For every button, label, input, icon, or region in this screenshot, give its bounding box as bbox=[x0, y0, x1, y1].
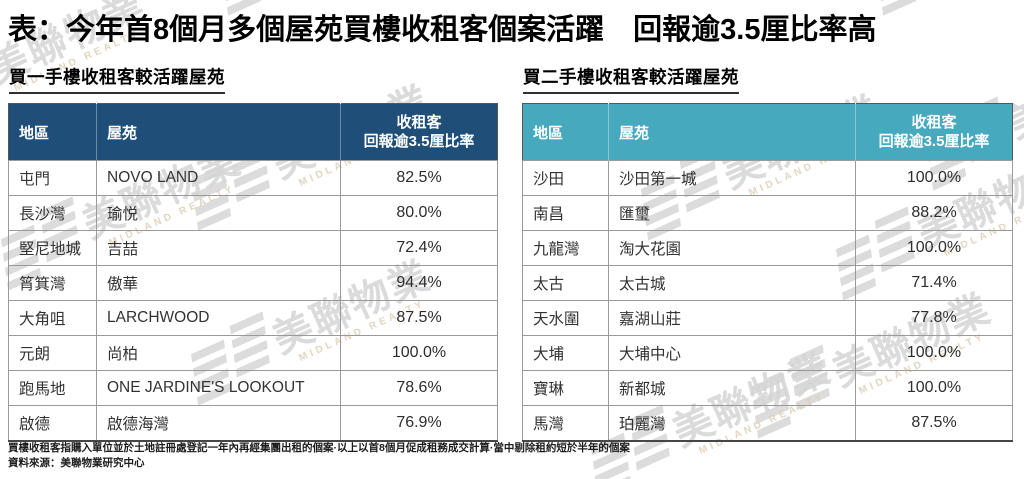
ratio-cell: 87.5% bbox=[340, 300, 498, 336]
district-cell: 馬灣 bbox=[522, 405, 609, 442]
district-cell: 元朗 bbox=[8, 335, 97, 371]
section-title-first-hand: 買一手樓收租客較活躍屋苑 bbox=[9, 64, 225, 94]
table-row: 跑馬地 ONE JARDINE'S LOOKOUT 78.6% bbox=[8, 370, 498, 406]
second-hand-section: 買二手樓收租客較活躍屋苑 地區 屋苑 收租客 回報逾3.5厘比率 bbox=[522, 64, 1013, 442]
page-title: 表：今年首8個月多個屋苑買樓收租客個案活躍 回報逾3.5厘比率高 bbox=[8, 14, 877, 46]
second-hand-table: 地區 屋苑 收租客 回報逾3.5厘比率 沙田 沙田第一城 1 bbox=[522, 103, 1013, 442]
table-row: 天水圍 嘉湖山莊 77.8% bbox=[522, 300, 1013, 336]
table-row: 筲箕灣 傲華 94.4% bbox=[8, 265, 498, 301]
footnote-line2: 資料來源：美聯物業研究中心 bbox=[8, 457, 145, 470]
ratio-cell: 71.4% bbox=[855, 265, 1013, 301]
ratio-cell: 77.8% bbox=[855, 300, 1013, 336]
footnote-line1: 買樓收租客指購入單位並於土地註冊處登記一年內再經集團出租的個案·以上以首8個月促… bbox=[8, 442, 630, 454]
table-row: 啟德 啟德海灣 76.9% bbox=[8, 405, 498, 442]
table-header-row: 地區 屋苑 收租客 回報逾3.5厘比率 bbox=[8, 103, 498, 161]
ratio-cell: 100.0% bbox=[340, 335, 498, 371]
section-title-second-hand: 買二手樓收租客較活躍屋苑 bbox=[523, 64, 739, 94]
col-header-estate: 屋苑 bbox=[96, 103, 341, 161]
estate-cell: 沙田第一城 bbox=[608, 160, 856, 196]
ratio-cell: 94.4% bbox=[340, 265, 498, 301]
estate-cell: 珀麗灣 bbox=[608, 405, 856, 442]
estate-cell: 尚柏 bbox=[96, 335, 341, 371]
first-hand-table-body: 屯門 NOVO LAND 82.5% 長沙灣 瑜悦 80.0% 堅尼地城 bbox=[8, 160, 498, 442]
table-row: 元朗 尚柏 100.0% bbox=[8, 335, 498, 371]
table-header-row: 地區 屋苑 收租客 回報逾3.5厘比率 bbox=[522, 103, 1013, 161]
district-cell: 大埔 bbox=[522, 335, 609, 371]
estate-cell: 啟德海灣 bbox=[96, 405, 341, 442]
estate-cell: LARCHWOOD bbox=[96, 300, 341, 336]
ratio-cell: 82.5% bbox=[340, 160, 498, 196]
estate-cell: 傲華 bbox=[96, 265, 341, 301]
table-row: 屯門 NOVO LAND 82.5% bbox=[8, 160, 498, 196]
footnote: 買樓收租客指購入單位並於土地註冊處登記一年內再經集團出租的個案·以上以首8個月促… bbox=[8, 441, 798, 471]
table-row: 九龍灣 淘大花園 100.0% bbox=[522, 230, 1013, 266]
col-header-ratio: 收租客 回報逾3.5厘比率 bbox=[340, 103, 498, 161]
second-hand-table-body: 沙田 沙田第一城 100.0% 南昌 匯璽 88.2% 九龍灣 bbox=[522, 160, 1013, 442]
ratio-cell: 88.2% bbox=[855, 195, 1013, 231]
district-cell: 南昌 bbox=[522, 195, 609, 231]
district-cell: 九龍灣 bbox=[522, 230, 609, 266]
estate-cell: 太古城 bbox=[608, 265, 856, 301]
estate-cell: 嘉湖山莊 bbox=[608, 300, 856, 336]
ratio-cell: 87.5% bbox=[855, 405, 1013, 442]
district-cell: 跑馬地 bbox=[8, 370, 97, 406]
table-row: 太古 太古城 71.4% bbox=[522, 265, 1013, 301]
estate-cell: 匯璽 bbox=[608, 195, 856, 231]
ratio-cell: 80.0% bbox=[340, 195, 498, 231]
col-header-district: 地區 bbox=[8, 103, 97, 161]
table-row: 大角咀 LARCHWOOD 87.5% bbox=[8, 300, 498, 336]
ratio-cell: 78.6% bbox=[340, 370, 498, 406]
col-header-estate: 屋苑 bbox=[608, 103, 856, 161]
estate-cell: 瑜悦 bbox=[96, 195, 341, 231]
table-row: 大埔 大埔中心 100.0% bbox=[522, 335, 1013, 371]
col-header-district: 地區 bbox=[522, 103, 609, 161]
midland-bars-icon bbox=[869, 0, 965, 22]
table-row: 長沙灣 瑜悦 80.0% bbox=[8, 195, 498, 231]
table-row: 沙田 沙田第一城 100.0% bbox=[522, 160, 1013, 196]
estate-cell: NOVO LAND bbox=[96, 160, 341, 196]
district-cell: 啟德 bbox=[8, 405, 97, 442]
district-cell: 太古 bbox=[522, 265, 609, 301]
first-hand-section: 買一手樓收租客較活躍屋苑 地區 屋苑 收租客 回報逾3.5厘比率 bbox=[8, 64, 498, 442]
district-cell: 屯門 bbox=[8, 160, 97, 196]
table-row: 寶琳 新都城 100.0% bbox=[522, 370, 1013, 406]
ratio-cell: 72.4% bbox=[340, 230, 498, 266]
estate-cell: ONE JARDINE'S LOOKOUT bbox=[96, 370, 341, 406]
district-cell: 沙田 bbox=[522, 160, 609, 196]
estate-cell: 淘大花園 bbox=[608, 230, 856, 266]
ratio-cell: 100.0% bbox=[855, 160, 1013, 196]
district-cell: 長沙灣 bbox=[8, 195, 97, 231]
district-cell: 寶琳 bbox=[522, 370, 609, 406]
first-hand-table: 地區 屋苑 收租客 回報逾3.5厘比率 屯門 NOVO LAND bbox=[8, 103, 498, 442]
ratio-cell: 100.0% bbox=[855, 335, 1013, 371]
table-row: 馬灣 珀麗灣 87.5% bbox=[522, 405, 1013, 442]
ratio-cell: 100.0% bbox=[855, 370, 1013, 406]
estate-cell: 新都城 bbox=[608, 370, 856, 406]
estate-cell: 大埔中心 bbox=[608, 335, 856, 371]
table-row: 南昌 匯璽 88.2% bbox=[522, 195, 1013, 231]
ratio-cell: 76.9% bbox=[340, 405, 498, 442]
table-row: 堅尼地城 吉喆 72.4% bbox=[8, 230, 498, 266]
col-header-ratio: 收租客 回報逾3.5厘比率 bbox=[855, 103, 1013, 161]
district-cell: 天水圍 bbox=[522, 300, 609, 336]
district-cell: 大角咀 bbox=[8, 300, 97, 336]
estate-cell: 吉喆 bbox=[96, 230, 341, 266]
ratio-cell: 100.0% bbox=[855, 230, 1013, 266]
district-cell: 堅尼地城 bbox=[8, 230, 97, 266]
district-cell: 筲箕灣 bbox=[8, 265, 97, 301]
